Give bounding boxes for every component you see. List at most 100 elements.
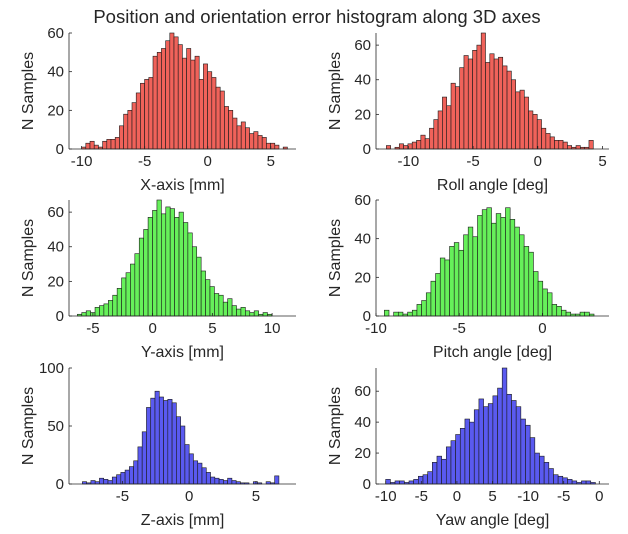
- histogram-bar: [114, 137, 120, 150]
- y-tick-label: 0: [363, 476, 371, 493]
- histogram-bar: [152, 55, 158, 150]
- histogram-bar: [493, 58, 499, 150]
- histogram-bar: [542, 288, 548, 317]
- y-tick-label: 60: [354, 37, 371, 54]
- histogram-bar: [439, 257, 446, 317]
- histogram-bar: [94, 307, 100, 317]
- x-axis-label: Y-axis [mm]: [141, 344, 224, 361]
- histogram-bar: [156, 199, 162, 317]
- y-tick-label: 20: [47, 102, 64, 119]
- histogram-bar: [236, 308, 242, 317]
- histogram-bar: [257, 135, 263, 150]
- histogram-bar: [575, 145, 581, 150]
- histogram-bar: [274, 144, 280, 150]
- x-tick-label: 5: [252, 488, 260, 505]
- histogram-bar: [450, 82, 456, 150]
- y-axis-label: N Samples: [20, 52, 37, 130]
- histogram-bar: [584, 311, 590, 317]
- histogram-bar: [545, 133, 551, 150]
- x-tick-label: 0: [538, 320, 546, 337]
- histogram-bar: [554, 140, 560, 150]
- y-tick-label: 50: [47, 418, 64, 435]
- histogram-bar: [174, 217, 180, 317]
- histogram-bar: [416, 304, 422, 317]
- histogram-bar: [245, 310, 251, 317]
- y-tick-label: 100: [39, 360, 64, 377]
- histogram-bar: [165, 40, 171, 150]
- y-axis-label: N Samples: [20, 219, 37, 297]
- histogram-bar: [197, 462, 203, 485]
- histogram-bar: [103, 303, 109, 317]
- histogram-bar: [99, 305, 105, 317]
- histogram-bar: [441, 458, 447, 485]
- histogram-bar: [485, 62, 491, 150]
- histogram-bar: [525, 424, 531, 485]
- histogram-bar: [543, 462, 550, 485]
- histogram-bar: [567, 479, 573, 485]
- y-tick-label: 0: [363, 308, 371, 325]
- subplot-3: 0 20 40 60 -5 0 5 10 Y-axis [mm] N Samples: [20, 199, 296, 361]
- x-tick-label: 10: [264, 320, 281, 337]
- y-tick-label: 20: [47, 273, 64, 290]
- histogram-bar: [253, 131, 259, 150]
- histogram-bar: [506, 393, 512, 485]
- x-axis-label: X-axis [mm]: [140, 177, 224, 194]
- histogram-bar: [436, 455, 442, 485]
- histogram-bar: [411, 309, 418, 317]
- y-axis-label: N Samples: [327, 52, 344, 130]
- x-tick-label: 0: [453, 488, 461, 505]
- histogram-bar: [178, 211, 184, 317]
- histogram-bar: [501, 367, 508, 485]
- histogram-bar: [116, 474, 122, 485]
- histogram-bar: [520, 418, 526, 485]
- histogram-bar: [557, 475, 564, 485]
- histogram-bar: [274, 475, 280, 485]
- histogram-bar: [102, 140, 108, 150]
- histogram-bar: [418, 475, 424, 485]
- histogram-bar: [200, 270, 206, 317]
- x-tick-label: -10: [398, 153, 420, 170]
- subplot-4: 0 20 40 60 -10 -5 0 Pitch angle [deg] N Samples: [327, 192, 609, 361]
- histogram-bar: [119, 125, 124, 150]
- histogram-bar: [500, 217, 506, 317]
- histogram-bar: [430, 280, 436, 317]
- histogram-bar: [107, 480, 113, 485]
- histogram-bar: [407, 311, 413, 317]
- histogram-bar: [176, 416, 181, 485]
- subplot-6: 0 20 40 60 -10 -5 0 5 -10 -5 0 Yaw angle [deg] N Sam…: [327, 367, 609, 529]
- histogram-bar: [469, 421, 475, 485]
- histogram-bar: [532, 114, 538, 150]
- histogram-bar: [218, 294, 224, 317]
- x-tick-label: 5: [598, 153, 606, 170]
- histogram-bar: [547, 292, 553, 317]
- histogram-bar: [182, 57, 187, 150]
- y-tick-label: 40: [354, 72, 371, 89]
- histogram-bar: [209, 286, 215, 317]
- x-tick-label: -10: [365, 320, 387, 337]
- histogram-bar: [444, 259, 450, 317]
- y-tick-label: 40: [47, 239, 64, 256]
- histogram-bar: [567, 145, 573, 150]
- histogram-bar: [161, 48, 166, 150]
- x-tick-label: -10: [375, 488, 397, 505]
- x-axis-label: Roll angle [deg]: [437, 177, 548, 194]
- histogram-bar: [420, 134, 426, 150]
- histogram-bar: [536, 119, 542, 150]
- histogram-bar: [218, 479, 224, 485]
- histogram-bar: [161, 213, 167, 317]
- histogram-bar: [463, 234, 469, 317]
- histogram-bar: [449, 246, 455, 317]
- histogram-bar: [224, 106, 229, 150]
- y-tick-label: 0: [56, 476, 64, 493]
- histogram-bar: [150, 397, 156, 485]
- histogram-bar: [167, 399, 173, 485]
- histogram-bar: [215, 86, 221, 150]
- histogram-bar: [165, 206, 171, 317]
- histogram-bar: [437, 110, 443, 150]
- histogram-bar: [111, 476, 117, 485]
- histogram-bar: [511, 79, 516, 150]
- histogram-bar: [506, 70, 512, 150]
- histogram-bar: [416, 140, 422, 150]
- x-tick-label: -5: [466, 153, 479, 170]
